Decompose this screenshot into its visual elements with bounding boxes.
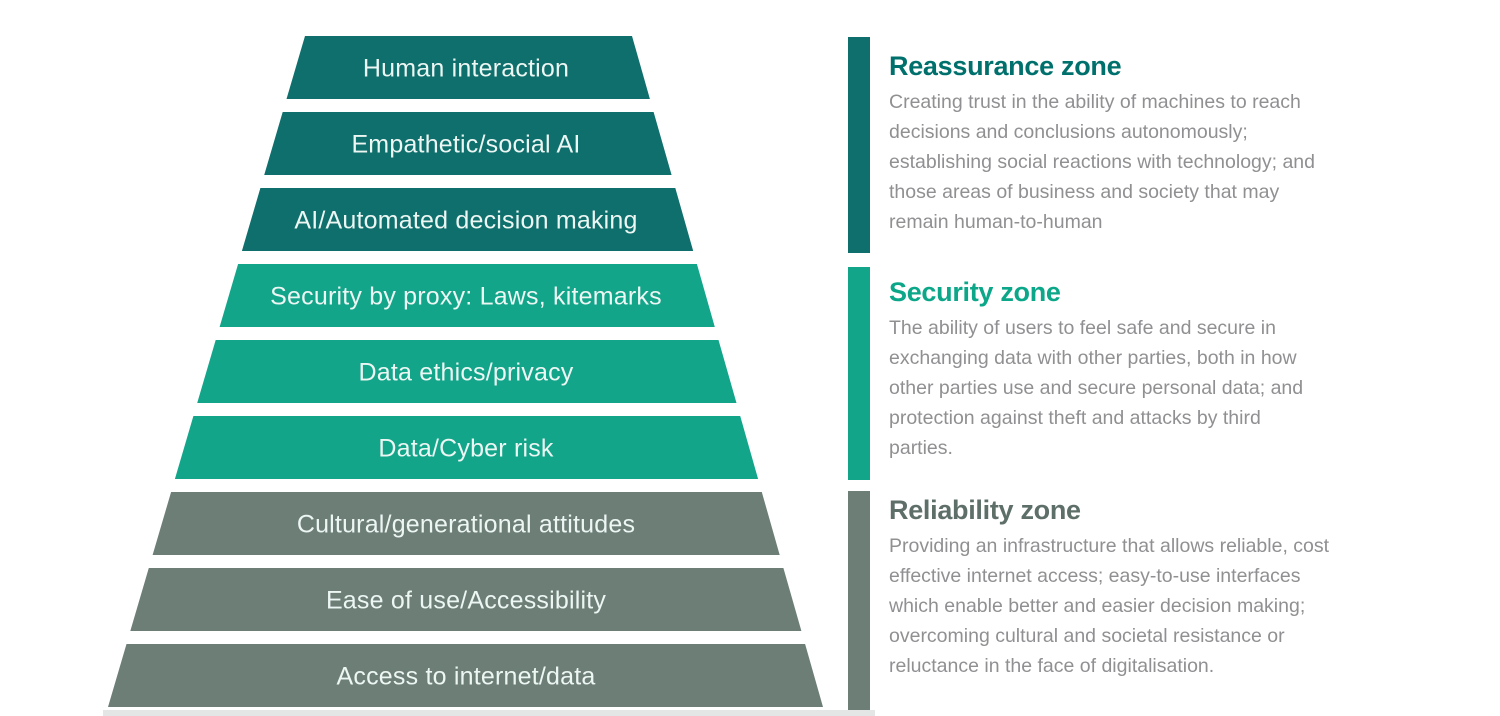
pyramid-base-shadow xyxy=(103,710,875,716)
description-line: effective internet access; easy-to-use i… xyxy=(889,565,1301,587)
description-line: exchanging data with other parties, both… xyxy=(889,347,1297,369)
description-line: reluctance in the face of digitalisation… xyxy=(889,655,1215,677)
pyramid-band-label-human-interaction: Human interaction xyxy=(363,55,569,83)
pyramid-band-label-data-ethics-privacy: Data ethics/privacy xyxy=(359,359,574,387)
pyramid-band-data-cyber-risk xyxy=(174,416,759,479)
reassurance-zone-block: Reassurance zone Creating trust in the a… xyxy=(889,50,1419,237)
pyramid-band-cultural-generational xyxy=(152,492,780,555)
reliability-zone-block: Reliability zone Providing an infrastruc… xyxy=(889,494,1419,681)
pyramid-band-access-to-internet xyxy=(108,644,823,707)
pyramid-band-data-ethics-privacy xyxy=(197,340,737,403)
pyramid: Human interaction Empathetic/social AI A… xyxy=(108,36,823,707)
pyramid-band-empathetic-social-ai xyxy=(264,112,672,175)
reliability-zone-description: Providing an infrastructure that allows … xyxy=(889,531,1419,681)
description-line: Creating trust in the ability of machine… xyxy=(889,91,1301,113)
description-line: remain human-to-human xyxy=(889,211,1103,233)
pyramid-band-label-data-cyber-risk: Data/Cyber risk xyxy=(378,435,554,463)
description-line: those areas of business and society that… xyxy=(889,181,1280,203)
pyramid-band-human-interaction xyxy=(286,36,650,99)
security-zone-bar xyxy=(848,267,870,480)
description-line: Providing an infrastructure that allows … xyxy=(889,535,1330,557)
reassurance-zone-title: Reassurance zone xyxy=(889,51,1122,81)
security-zone-title: Security zone xyxy=(889,277,1061,307)
reassurance-zone-bar xyxy=(848,37,870,253)
pyramid-band-ease-of-use xyxy=(130,568,802,631)
description-line: establishing social reactions with techn… xyxy=(889,151,1316,173)
reliability-zone-bar xyxy=(848,491,870,710)
reassurance-zone-description: Creating trust in the ability of machine… xyxy=(889,87,1419,237)
description-line: protection against theft and attacks by … xyxy=(889,407,1261,429)
pyramid-band-label-automated-decision-making: AI/Automated decision making xyxy=(294,207,637,235)
description-line: parties. xyxy=(889,437,953,459)
security-zone-description: The ability of users to feel safe and se… xyxy=(889,313,1419,463)
pyramid-band-label-ease-of-use: Ease of use/Accessibility xyxy=(326,587,606,615)
pyramid-band-label-access-to-internet: Access to internet/data xyxy=(337,663,596,691)
description-line: decisions and conclusions autonomously; xyxy=(889,121,1248,143)
pyramid-band-security-by-proxy xyxy=(219,264,715,327)
pyramid-band-label-cultural-generational: Cultural/generational attitudes xyxy=(297,511,635,539)
description-line: which enable better and easier decision … xyxy=(889,595,1306,617)
pyramid-band-label-security-by-proxy: Security by proxy: Laws, kitemarks xyxy=(270,283,662,311)
pyramid-band-label-empathetic-social-ai: Empathetic/social AI xyxy=(351,131,580,159)
reliability-zone-title: Reliability zone xyxy=(889,495,1081,525)
description-line: The ability of users to feel safe and se… xyxy=(889,317,1276,339)
description-line: other parties use and secure personal da… xyxy=(889,377,1304,399)
pyramid-band-automated-decision-making xyxy=(241,188,694,251)
description-line: overcoming cultural and societal resista… xyxy=(889,625,1285,647)
security-zone-block: Security zone The ability of users to fe… xyxy=(889,276,1419,463)
